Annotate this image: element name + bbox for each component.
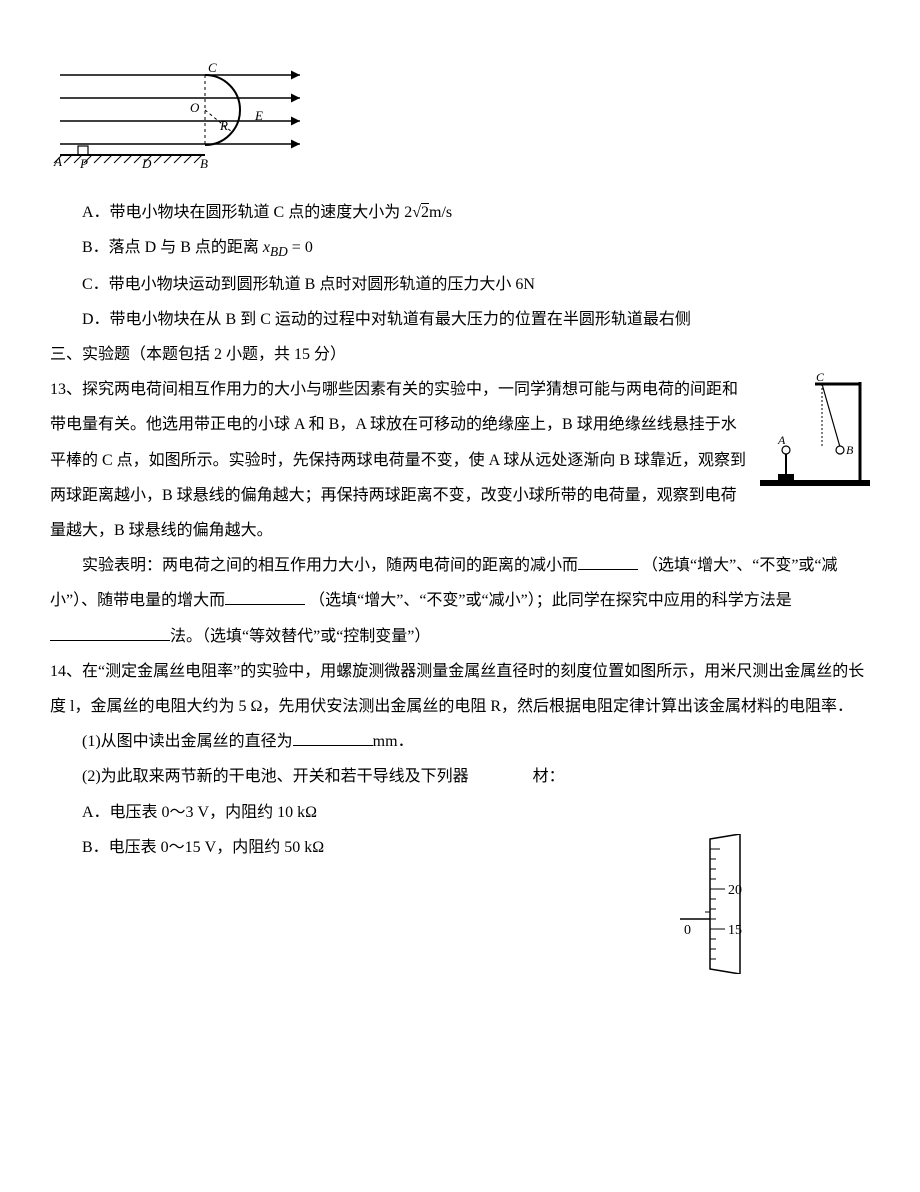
micrometer-svg: 0 20 15 (670, 834, 770, 974)
q13-p2c: （选填“增大”、“不变”或“减小”）；此同学在探究中应用的科学方法是 (309, 592, 792, 609)
blank-1[interactable] (578, 553, 638, 570)
q14-block: 14、在“测定金属丝电阻率”的实验中，用螺旋测微器测量金属丝直径时的刻度位置如图… (50, 654, 870, 865)
track-svg: C O R E A P D B (50, 60, 310, 185)
pendulum-svg: C A B (760, 372, 870, 492)
label-B: B (200, 156, 208, 171)
q13-block: C A B 13、探究两电荷间相互作用力的大小与哪些因素有关的实验中，一同学猜想… (50, 372, 870, 548)
figure-micrometer: 0 20 15 (670, 834, 770, 974)
q14-sub2a: (2)为此取来两节新的干电池、开关和若干导线及下列器 (82, 768, 469, 785)
q13-p1: 探究两电荷间相互作用力的大小与哪些因素有关的实验中，一同学猜想可能与两电荷的间距… (50, 381, 746, 539)
q14-optA: A．电压表 0～3 V，内阻约 10 kΩ (82, 795, 870, 830)
q12-option-B: B．落点 D 与 B 点的距离 xBD = 0 (82, 230, 870, 267)
q12-B-var: x (263, 239, 270, 256)
micrometer-zero: 0 (684, 923, 691, 938)
q12-option-D: D．带电小物块在从 B 到 C 运动的过程中对轨道有最大压力的位置在半圆形轨道最… (82, 302, 870, 337)
blank-2[interactable] (225, 588, 305, 605)
label-R: R (219, 118, 228, 133)
q12-A-sqrt: 2 (421, 204, 429, 221)
q13-p2a: 实验表明：两电荷之间的相互作用力大小，随两电荷间的距离的减小而 (82, 557, 578, 574)
q14-num: 14、 (50, 663, 82, 680)
label-C: C (208, 60, 217, 75)
q12-B-eq: = 0 (288, 239, 313, 256)
figure-pendulum: C A B (760, 372, 870, 492)
q14-main: 14、在“测定金属丝电阻率”的实验中，用螺旋测微器测量金属丝直径时的刻度位置如图… (50, 654, 870, 724)
label-D: D (141, 156, 152, 171)
q12-option-C: C．带电小物块运动到圆形轨道 B 点时对圆形轨道的压力大小 6N (82, 267, 870, 302)
q13-p2d: 法。（选填“等效替代”或“控制变量”） (170, 628, 430, 645)
fig2-label-B: B (846, 443, 854, 457)
label-E: E (254, 108, 263, 123)
q12-A-suffix: m/s (429, 204, 452, 221)
q14-p1: 在“测定金属丝电阻率”的实验中，用螺旋测微器测量金属丝直径时的刻度位置如图所示，… (50, 663, 864, 715)
q14-sub1: (1)从图中读出金属丝的直径为 mm． (82, 724, 870, 759)
q13-num: 13、 (50, 381, 82, 398)
q14-sub2b: 材： (533, 768, 565, 785)
label-P: P (79, 156, 88, 171)
q13-main: 13、探究两电荷间相互作用力的大小与哪些因素有关的实验中，一同学猜想可能与两电荷… (50, 372, 870, 548)
label-O: O (190, 100, 200, 115)
blank-3[interactable] (50, 624, 170, 641)
section-3-title: 三、实验题（本题包括 2 小题，共 15 分） (50, 337, 870, 372)
blank-4[interactable] (293, 729, 373, 746)
q14-sub1b: mm． (373, 733, 414, 750)
q13-conclusion: 实验表明：两电荷之间的相互作用力大小，随两电荷间的距离的减小而 （选填“增大”、… (50, 548, 870, 654)
label-A: A (53, 154, 62, 169)
q14-sub2: (2)为此取来两节新的干电池、开关和若干导线及下列器 材： (82, 759, 870, 794)
q12-A-prefix: A．带电小物块在圆形轨道 C 点的速度大小为 2 (82, 204, 412, 221)
q12-B-sub: BD (270, 244, 288, 259)
fig2-label-A: A (777, 433, 786, 447)
q12-options: A．带电小物块在圆形轨道 C 点的速度大小为 2√2m/s B．落点 D 与 B… (50, 195, 870, 337)
micrometer-tick-20: 20 (728, 883, 742, 898)
q14-sub1a: (1)从图中读出金属丝的直径为 (82, 733, 293, 750)
q12-option-A: A．带电小物块在圆形轨道 C 点的速度大小为 2√2m/s (82, 195, 870, 230)
figure-track-diagram: C O R E A P D B (50, 60, 870, 185)
fig2-label-C: C (816, 372, 825, 384)
micrometer-tick-15: 15 (728, 923, 742, 938)
q12-B-prefix: B．落点 D 与 B 点的距离 (82, 239, 263, 256)
